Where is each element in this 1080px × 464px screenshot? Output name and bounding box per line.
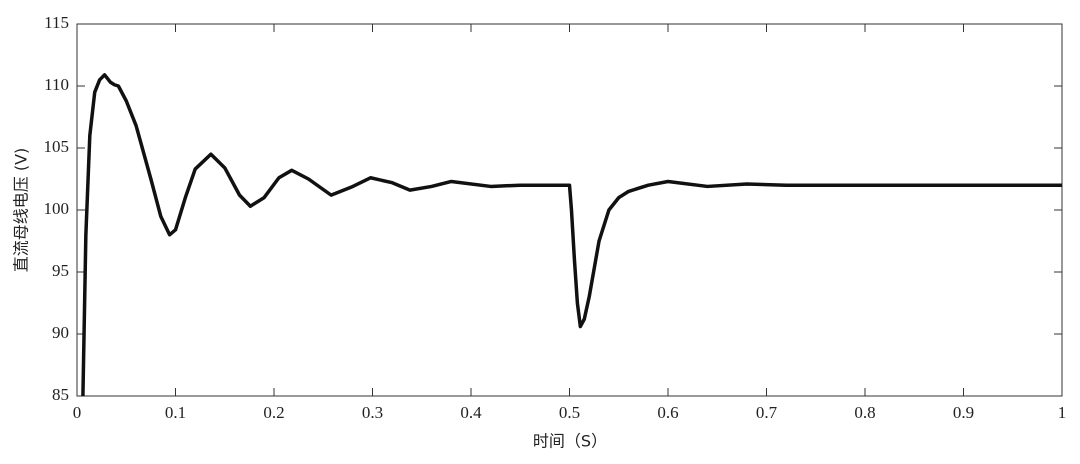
x-tick-label: 0.4 [460,403,482,422]
y-tick-label: 85 [52,385,69,404]
x-tick-label: 0.6 [657,403,678,422]
y-tick-label: 105 [44,137,70,156]
y-axis-label: 直流母线电压 (V) [12,148,31,273]
x-tick-label: 0.8 [854,403,875,422]
y-tick-label: 115 [44,13,69,32]
y-tick-label: 95 [52,261,69,280]
x-tick-label: 0.7 [756,403,778,422]
x-tick-label: 0.2 [263,403,284,422]
data-line [81,73,1062,396]
x-tick-label: 1 [1058,403,1067,422]
y-tick-label: 110 [44,75,69,94]
x-tick-label: 0.3 [362,403,383,422]
x-axis-label: 时间（S） [533,432,607,451]
y-tick-label: 90 [52,323,69,342]
x-tick-label: 0.1 [165,403,186,422]
x-tick-label: 0.5 [559,403,580,422]
plot-frame [76,23,1063,397]
x-tick-label: 0.9 [953,403,974,422]
y-tick-label: 100 [44,199,70,218]
x-tick-label: 0 [73,403,82,422]
